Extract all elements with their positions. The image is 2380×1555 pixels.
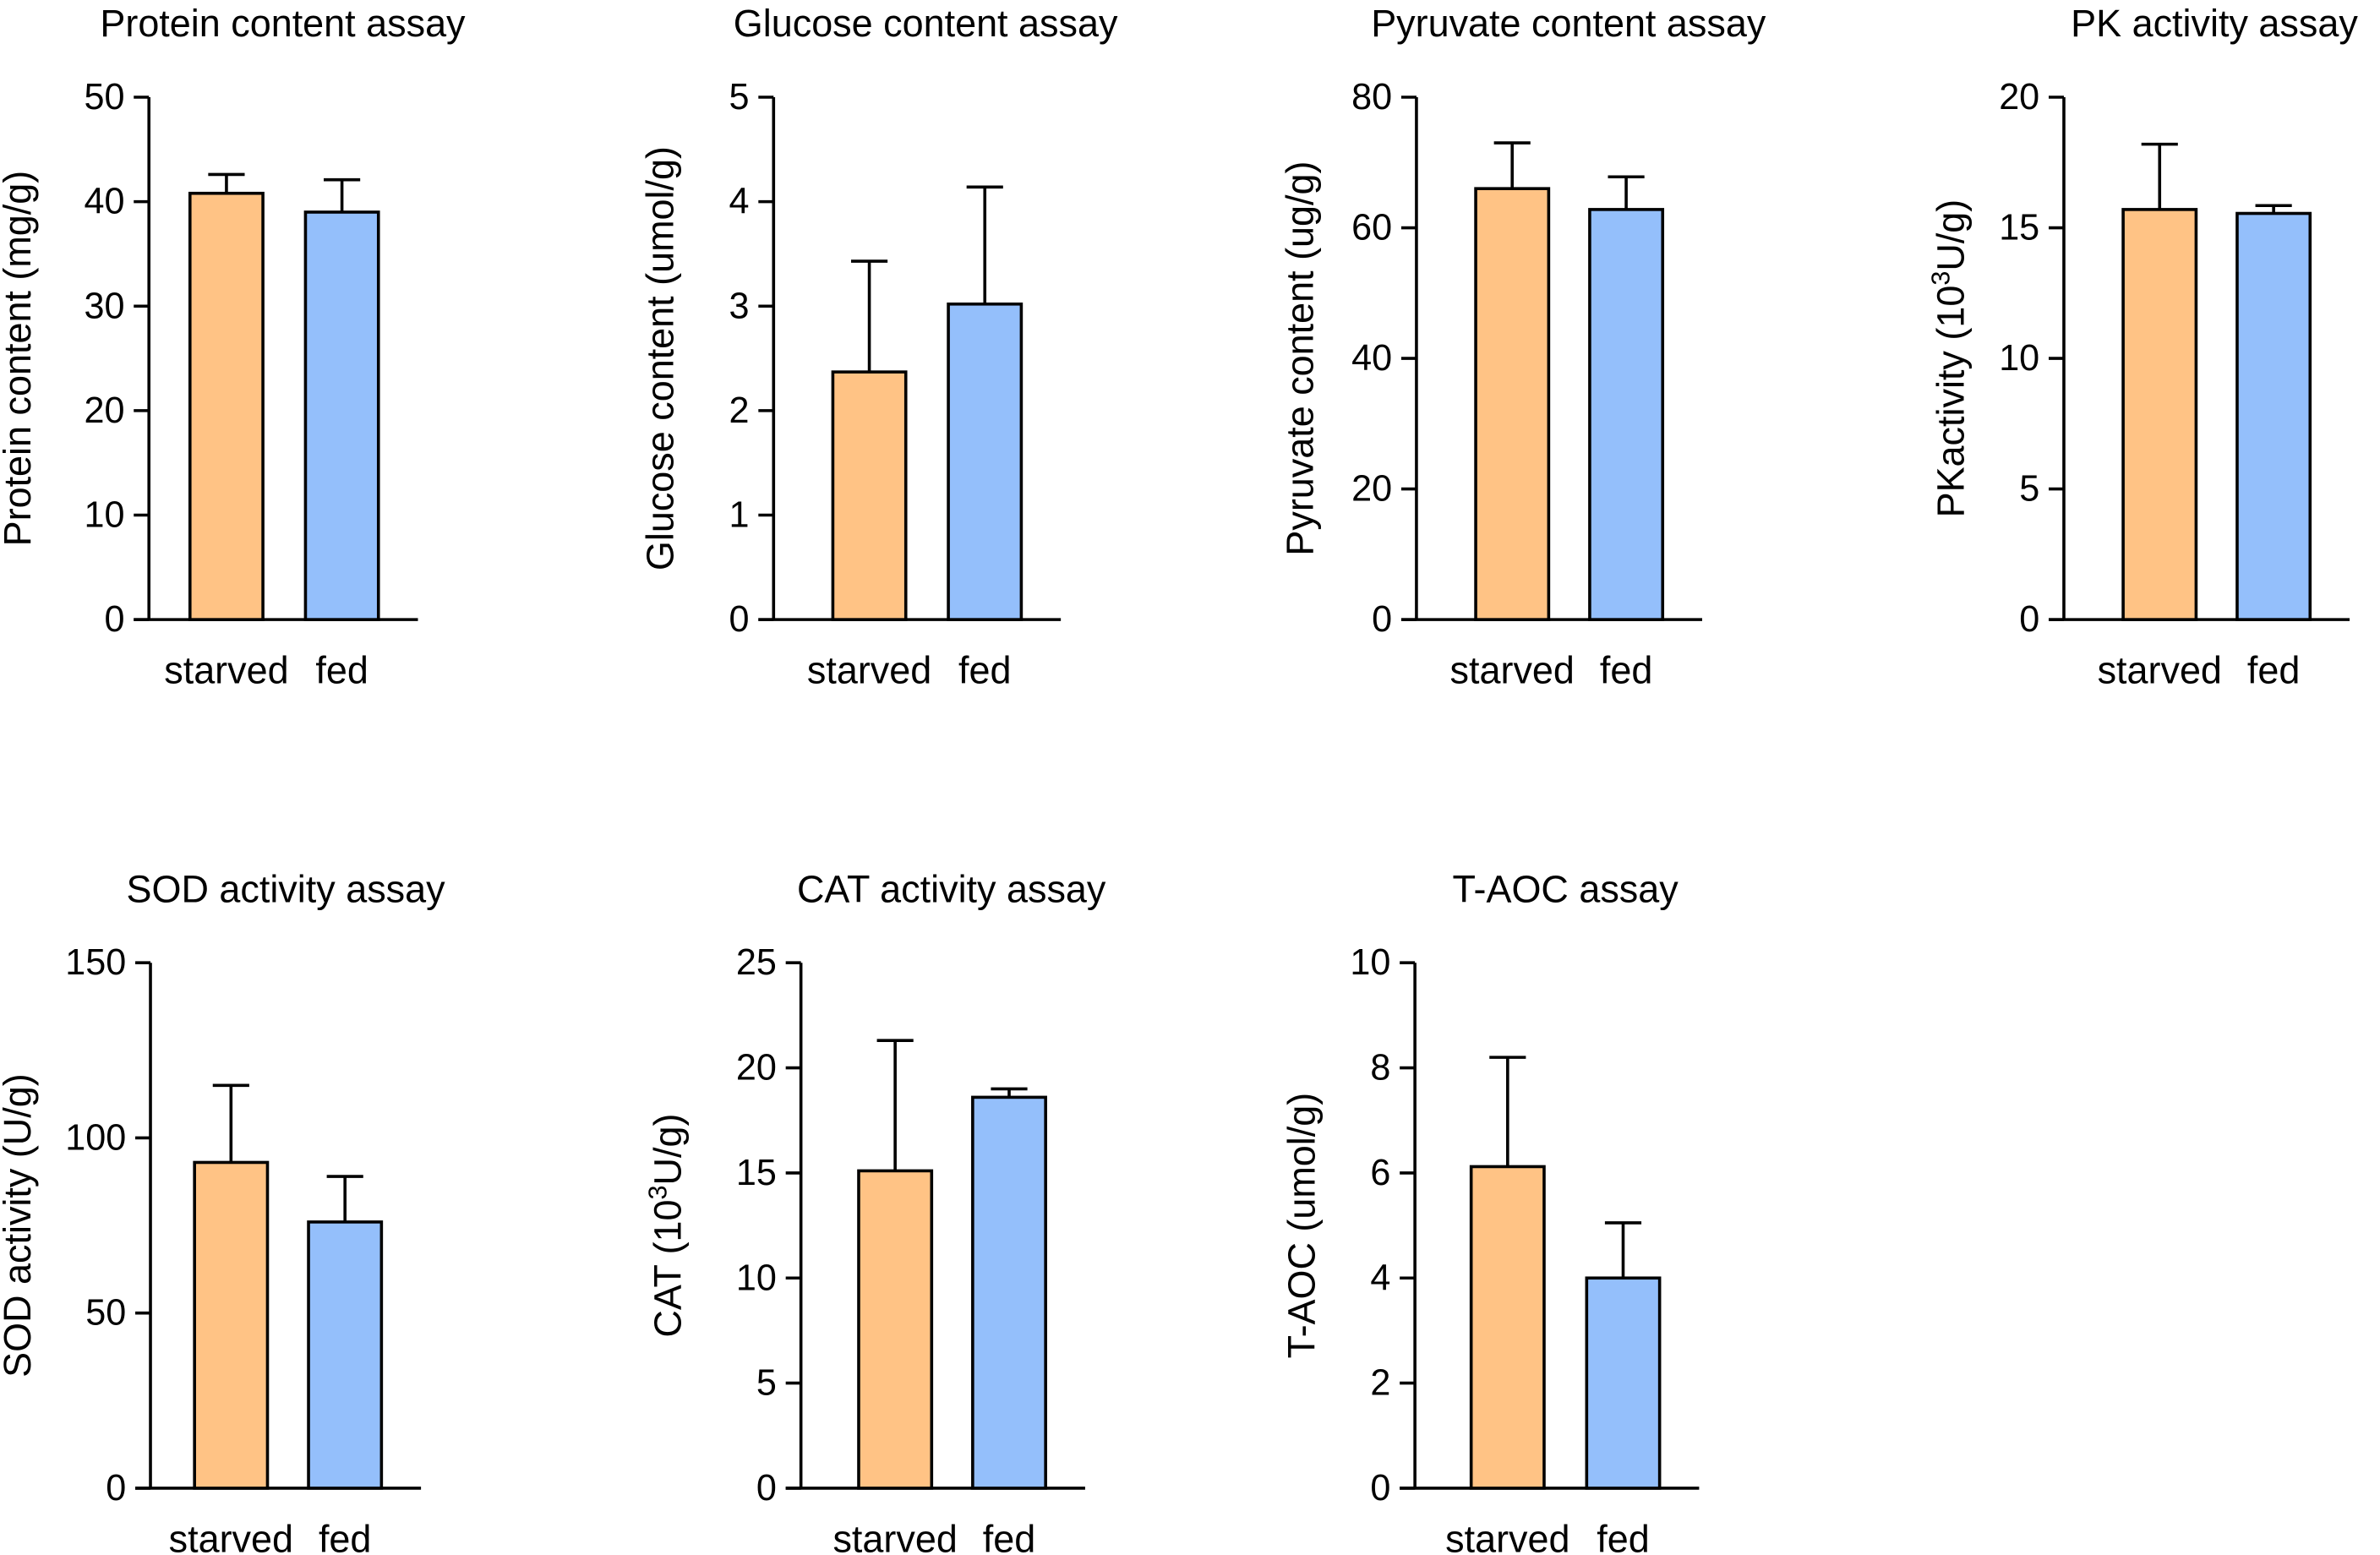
y-tick-label: 30 xyxy=(84,286,124,326)
chart-title: Glucose content assay xyxy=(734,2,1118,45)
chart-title: T-AOC assay xyxy=(1453,867,1679,910)
x-tick-label: starved xyxy=(1450,649,1575,692)
x-tick-label: fed xyxy=(315,649,368,692)
chart-title: PK activity assay xyxy=(2071,2,2358,45)
y-tick-label: 150 xyxy=(65,942,126,983)
y-tick-label: 15 xyxy=(736,1153,777,1193)
y-tick-label: 8 xyxy=(1370,1048,1390,1088)
chart-title: Protein content assay xyxy=(100,2,466,45)
y-tick-label: 4 xyxy=(729,182,750,222)
bar-fed xyxy=(2235,211,2312,621)
x-tick-label: fed xyxy=(319,1517,371,1555)
chart-panel: PK activity assay 0 5 10 15 20 starved fed PKact… xyxy=(1926,2,2358,691)
y-tick-label: 20 xyxy=(84,390,124,431)
y-tick-label: 20 xyxy=(1351,469,1392,510)
y-tick-label: 20 xyxy=(1999,77,2039,117)
y-tick-label: 50 xyxy=(84,77,124,117)
y-tick-label: 1 xyxy=(729,495,750,536)
bar-starved xyxy=(1469,1165,1546,1490)
chart-panel: T-AOC assay 0 2 4 6 8 10 starved fed T-AOC (umol/… xyxy=(1280,867,1700,1555)
bar-starved xyxy=(831,370,908,621)
bar-fed xyxy=(303,210,380,621)
y-tick-label: 0 xyxy=(2019,599,2039,640)
y-tick-label: 0 xyxy=(104,599,124,640)
y-axis-label: CAT (103U/g) xyxy=(644,1114,690,1338)
y-tick-label: 6 xyxy=(1370,1153,1390,1193)
y-tick-label: 15 xyxy=(1999,208,2039,248)
y-tick-label: 2 xyxy=(729,390,750,431)
chart-panel: CAT activity assay 0 5 10 15 20 25 starved fed CA… xyxy=(644,867,1106,1555)
x-tick-label: fed xyxy=(958,649,1011,692)
chart-panel: Pyruvate content assay 0 20 40 60 80 starved fe… xyxy=(1279,2,1766,691)
y-tick-label: 5 xyxy=(756,1363,777,1404)
y-tick-label: 5 xyxy=(2019,469,2039,510)
x-tick-label: starved xyxy=(1445,1517,1569,1555)
y-axis-label: PKactivity (103U/g) xyxy=(1926,199,1972,518)
y-tick-label: 0 xyxy=(1370,1468,1390,1509)
y-axis-label: Glucose content (umol/g) xyxy=(639,146,682,570)
bar-fed xyxy=(947,302,1024,621)
y-tick-label: 0 xyxy=(756,1468,777,1509)
y-tick-label: 10 xyxy=(736,1258,777,1298)
y-tick-label: 10 xyxy=(1999,338,2039,379)
x-tick-label: starved xyxy=(807,649,931,692)
chart-title: CAT activity assay xyxy=(797,867,1106,910)
y-axis-label: T-AOC (umol/g) xyxy=(1280,1093,1323,1359)
y-tick-label: 100 xyxy=(65,1117,126,1158)
chart-title: SOD activity assay xyxy=(127,867,446,910)
y-tick-label: 5 xyxy=(729,77,750,117)
y-tick-label: 20 xyxy=(736,1048,777,1088)
x-tick-label: starved xyxy=(2098,649,2222,692)
bar-fed xyxy=(971,1095,1047,1490)
y-tick-label: 50 xyxy=(85,1293,126,1334)
bar-starved xyxy=(188,191,265,621)
y-axis-label: Protein content (mg/g) xyxy=(0,171,39,547)
y-tick-label: 40 xyxy=(1351,338,1392,379)
x-tick-label: starved xyxy=(169,1517,293,1555)
chart-panel: SOD activity assay 0 50 100 150 starved fed SOD… xyxy=(0,867,445,1555)
chart-panel: Protein content assay 0 10 20 30 40 50 starved f… xyxy=(0,2,466,691)
x-tick-label: fed xyxy=(983,1517,1035,1555)
y-tick-label: 60 xyxy=(1351,208,1392,248)
chart-title: Pyruvate content assay xyxy=(1371,2,1766,45)
x-tick-label: fed xyxy=(1600,649,1652,692)
bar-starved xyxy=(193,1160,270,1490)
y-tick-label: 0 xyxy=(1372,599,1392,640)
y-tick-label: 10 xyxy=(1350,942,1390,983)
y-tick-label: 0 xyxy=(106,1468,126,1509)
y-tick-label: 2 xyxy=(1370,1363,1390,1404)
y-tick-label: 80 xyxy=(1351,77,1392,117)
y-tick-label: 0 xyxy=(729,599,750,640)
y-axis-label: SOD activity (U/g) xyxy=(0,1073,39,1378)
x-tick-label: starved xyxy=(832,1517,957,1555)
bar-starved xyxy=(857,1169,934,1490)
bar-fed xyxy=(1588,208,1665,621)
bar-starved xyxy=(2121,208,2198,621)
y-axis-label: Pyruvate content (ug/g) xyxy=(1279,161,1322,556)
x-tick-label: fed xyxy=(2247,649,2300,692)
bar-fed xyxy=(307,1220,384,1490)
chart-panel: Glucose content assay 0 1 2 3 4 5 starved fed Glu… xyxy=(639,2,1118,691)
bar-starved xyxy=(1474,187,1551,621)
y-tick-label: 25 xyxy=(736,942,777,983)
y-tick-label: 3 xyxy=(729,286,750,326)
x-tick-label: fed xyxy=(1597,1517,1649,1555)
y-tick-label: 10 xyxy=(84,495,124,536)
bar-fed xyxy=(1585,1276,1662,1490)
y-tick-label: 4 xyxy=(1370,1258,1390,1298)
y-tick-label: 40 xyxy=(84,182,124,222)
x-tick-label: starved xyxy=(164,649,288,692)
